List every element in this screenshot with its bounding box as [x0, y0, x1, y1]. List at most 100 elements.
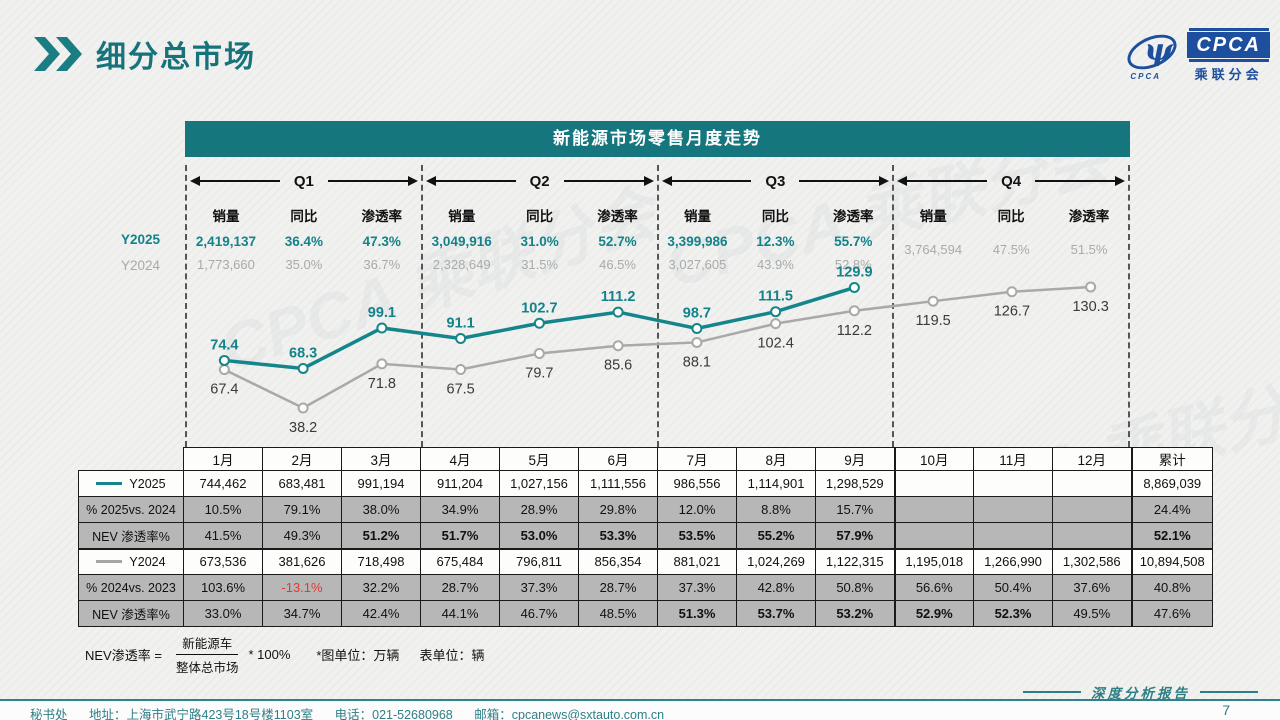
table-cell: 8.8%	[736, 496, 816, 523]
column-header	[79, 448, 184, 471]
table-cell: 52.3%	[973, 600, 1053, 627]
logo-bar	[1188, 59, 1269, 62]
report-label: 深度分析报告	[1091, 686, 1190, 702]
row-label: % 2024vs. 2023	[78, 574, 184, 601]
table-cell	[973, 496, 1053, 523]
footer-address: 地址：上海市武宁路423号18号楼1103室	[89, 708, 314, 720]
table-cell: 103.6%	[183, 574, 263, 601]
arrow-right-icon	[643, 176, 654, 186]
quarter-label: Q3	[765, 172, 786, 190]
footer-bar: 秘书处 地址：上海市武宁路423号18号楼1103室 电话：021-526809…	[0, 699, 1280, 720]
table-cell: 51.7%	[420, 522, 500, 549]
quarter-arrow-header: Q2	[425, 171, 654, 191]
table-cell: 52.1%	[1130, 522, 1213, 549]
table-cell: 53.3%	[578, 522, 658, 549]
arrow-left-icon	[190, 176, 200, 186]
table-cell: 37.3%	[499, 574, 579, 601]
quarter-arrow-header: Q3	[661, 171, 890, 191]
table-cell: 51.3%	[657, 600, 737, 627]
cpca-swoosh-icon: ψ CPCA	[1122, 27, 1183, 81]
table-row: Y2025 744,462 683,481 991,194 911,204 1,027,1…	[78, 470, 1213, 497]
table-cell: 55.2%	[736, 522, 816, 549]
table-cell: 1,302,586	[1052, 547, 1132, 575]
column-header: 12月	[1052, 447, 1132, 471]
table-cell: 33.0%	[183, 600, 263, 627]
decorative-line	[1200, 691, 1258, 693]
table-cell: 47.6%	[1130, 600, 1213, 627]
table-cell: 856,354	[578, 547, 658, 575]
column-header: 10月	[893, 447, 974, 471]
footer-email[interactable]: 邮箱：cpcanews@sxtauto.com.cn	[474, 708, 665, 720]
table-cell: 37.3%	[657, 574, 737, 601]
table-cell: 53.2%	[815, 600, 895, 627]
column-header: 5月	[499, 447, 579, 471]
page-title: 细分总市场	[96, 41, 256, 74]
row-label: NEV 渗透率%	[78, 600, 184, 627]
table-cell: 44.1%	[420, 600, 500, 627]
table-cell: 28.7%	[420, 574, 500, 601]
formula-lhs: NEV渗透率 =	[85, 648, 162, 663]
chart-banner: 新能源市场零售月度走势	[185, 121, 1130, 157]
table-cell: 48.5%	[578, 600, 658, 627]
report-label-row: 深度分析报告	[1023, 682, 1258, 702]
formula-denominator: 整体总市场	[175, 661, 239, 675]
quarter-label: Q4	[1001, 172, 1022, 190]
table-cell: 991,194	[341, 470, 421, 497]
table-cell: -13.1%	[262, 574, 342, 601]
table-cell: 34.9%	[420, 496, 500, 523]
quarter-section: Q4 销量 同比 渗透率 3,764,594 47.5% 51.5%	[892, 165, 1128, 447]
table-cell: 683,481	[262, 470, 342, 497]
column-header: 累计	[1130, 447, 1213, 471]
quarter-arrow-header: Q1	[190, 171, 418, 191]
table-cell	[973, 522, 1053, 549]
quarter-arrow-header: Q4	[897, 171, 1126, 191]
table-cell: 34.7%	[262, 600, 342, 627]
arrow-right-icon	[407, 176, 418, 186]
table-cell: 881,021	[657, 547, 737, 575]
table-cell	[893, 522, 974, 549]
logo-acronym: CPCA	[1187, 32, 1270, 58]
table-cell: 24.4%	[1130, 496, 1213, 523]
table-cell: 8,869,039	[1130, 470, 1213, 497]
table-cell	[1052, 470, 1132, 497]
table-cell: 50.8%	[815, 574, 895, 601]
column-header: 8月	[736, 447, 816, 471]
table-cell: 28.7%	[578, 574, 658, 601]
table-cell: 53.7%	[736, 600, 816, 627]
table-cell: 42.8%	[736, 574, 816, 601]
quarter-column-headers: 销量 同比 渗透率	[919, 209, 1110, 224]
footer-secretariat: 秘书处	[30, 708, 68, 720]
formula-fraction: 新能源车 整体总市场	[176, 633, 239, 676]
table-row: NEV 渗透率% 33.0% 34.7% 42.4% 44.1% 46.7% 48.5% 51…	[78, 600, 1213, 627]
table-cell: 673,536	[183, 547, 263, 575]
table-cell: 718,498	[341, 547, 421, 575]
series-line-swatch	[96, 481, 123, 485]
table-cell: 10,894,508	[1130, 547, 1213, 575]
formula-numerator: 新能源车	[176, 633, 239, 655]
quarter-values-y2024: 2,328,649 31.5% 46.5%	[432, 257, 636, 272]
row-label: Y2025	[78, 470, 184, 497]
row-label: NEV 渗透率%	[78, 522, 184, 549]
quarter-column-headers: 销量 同比 渗透率	[212, 209, 403, 224]
quarter-values-y2025: 3,399,986 12.3% 55.7%	[667, 234, 873, 249]
quarter-values-y2024: 3,764,594 47.5% 51.5%	[904, 242, 1108, 257]
footer-phone: 电话：021-52680968	[334, 708, 453, 720]
column-header: 1月	[183, 447, 263, 471]
chart-unit-note: *图单位：万辆	[316, 648, 400, 663]
page-header: 细分总市场	[34, 32, 256, 76]
table-cell: 381,626	[262, 547, 342, 575]
table-cell: 1,122,315	[815, 547, 895, 575]
table-cell: 15.7%	[815, 496, 895, 523]
table-cell: 744,462	[183, 470, 263, 497]
table-cell: 57.9%	[815, 522, 895, 549]
quarter-column-headers: 销量 同比 渗透率	[448, 209, 638, 224]
arrow-left-icon	[425, 176, 436, 186]
table-cell: 1,111,556	[578, 470, 658, 497]
quarter-values-y2024: 3,027,605 43.9% 52.8%	[668, 257, 872, 272]
monthly-data-table: 1月 2月 3月 4月 5月 6月 7月 8月 9月 10月 11月 12月 累计 Y2025 744,46…	[78, 447, 1213, 627]
quarter-label: Q2	[529, 172, 550, 190]
column-header: 9月	[815, 447, 895, 471]
footer-contact: 秘书处 地址：上海市武宁路423号18号楼1103室 电话：021-526809…	[30, 704, 682, 720]
table-cell: 29.8%	[578, 496, 658, 523]
table-cell	[893, 470, 974, 497]
